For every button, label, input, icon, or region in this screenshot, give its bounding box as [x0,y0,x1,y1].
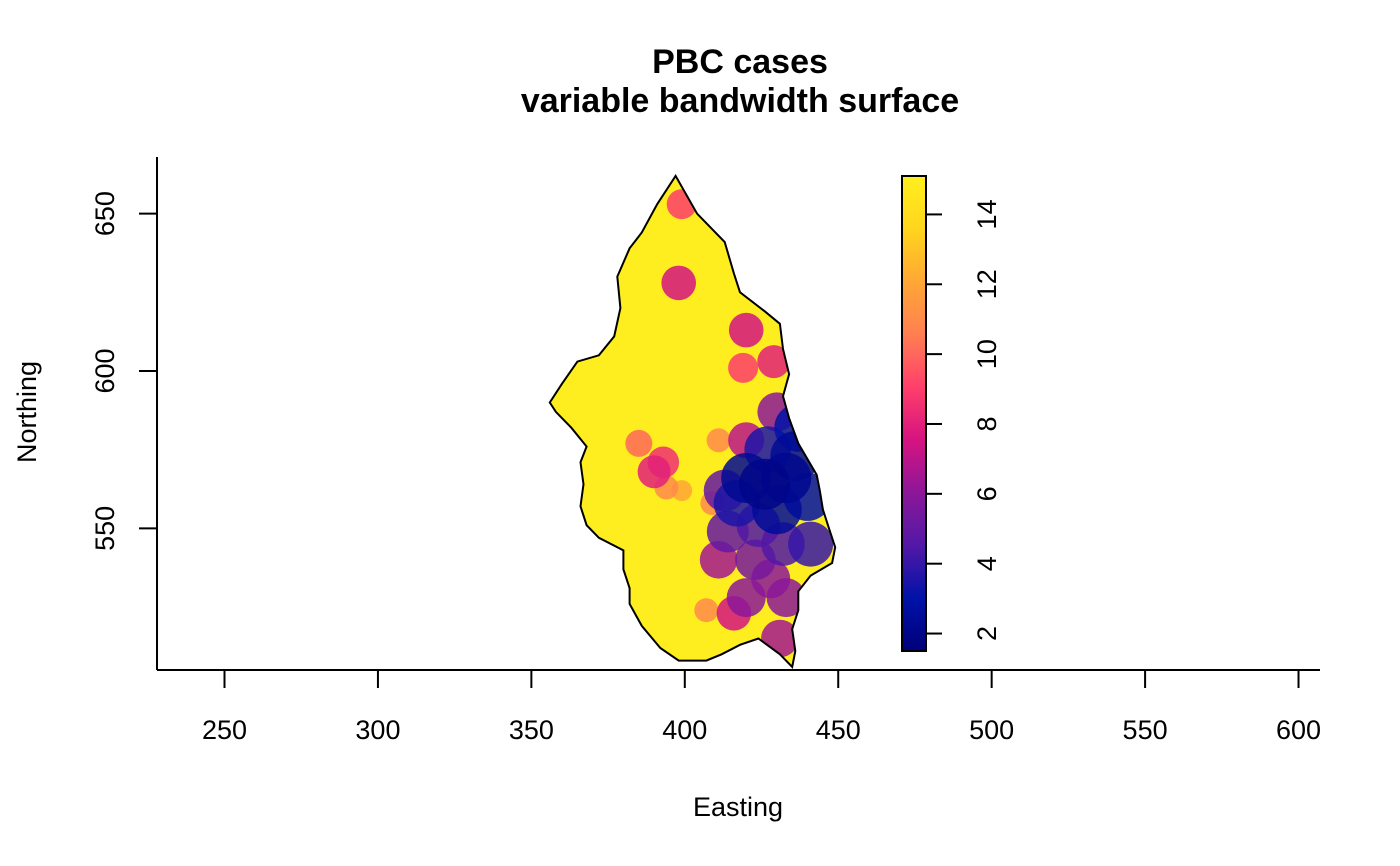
y-axis-ticks: 550 600 650 [90,191,157,551]
colorbar-legend: 2 4 6 8 10 12 14 [901,175,1002,652]
colorbar-tick-label: 4 [972,556,1002,571]
plot-area [548,173,837,669]
x-tick-label: 250 [202,715,247,745]
colorbar-tick-label: 12 [972,269,1002,299]
intensity-peak [661,265,696,301]
axes: 250 300 350 400 450 500 550 600 550 600 650 Easti… [12,157,1321,822]
study-region-outline [548,173,837,669]
intensity-surface [549,175,836,667]
y-axis-title: Northing [12,361,42,463]
intensity-peak [706,428,731,453]
intensity-peak [728,352,759,383]
chart-title: PBC cases [652,43,828,81]
intensity-peak [726,578,766,618]
intensity-peak [637,455,671,489]
intensity-peak [728,312,764,348]
chart-subtitle: variable bandwidth surface [521,82,959,120]
intensity-peak [766,578,806,618]
intensity-peak [739,458,791,510]
y-tick-label: 600 [90,348,120,393]
y-tick-label: 650 [90,191,120,236]
intensity-peak [757,345,791,379]
x-tick-label: 500 [969,715,1014,745]
colorbar-ticks: 2 4 6 8 10 12 14 [926,199,1002,641]
colorbar-tick-label: 6 [972,486,1002,501]
intensity-peak [788,521,834,567]
colorbar-tick-label: 10 [972,339,1002,369]
x-tick-label: 450 [816,715,861,745]
x-tick-label: 300 [355,715,400,745]
colorbar-tick-label: 14 [972,199,1002,229]
colorbar-tick-label: 2 [972,626,1002,641]
x-axis-title: Easting [693,792,783,822]
x-tick-label: 550 [1123,715,1168,745]
y-tick-label: 550 [90,506,120,551]
colorbar-tick-label: 8 [972,416,1002,431]
x-tick-label: 350 [509,715,554,745]
x-axis-ticks: 250 300 350 400 450 500 550 600 [202,670,1321,745]
x-tick-label: 400 [662,715,707,745]
intensity-peak [694,598,719,623]
colorbar [901,175,927,652]
intensity-peak [625,429,653,457]
x-tick-label: 600 [1276,715,1321,745]
